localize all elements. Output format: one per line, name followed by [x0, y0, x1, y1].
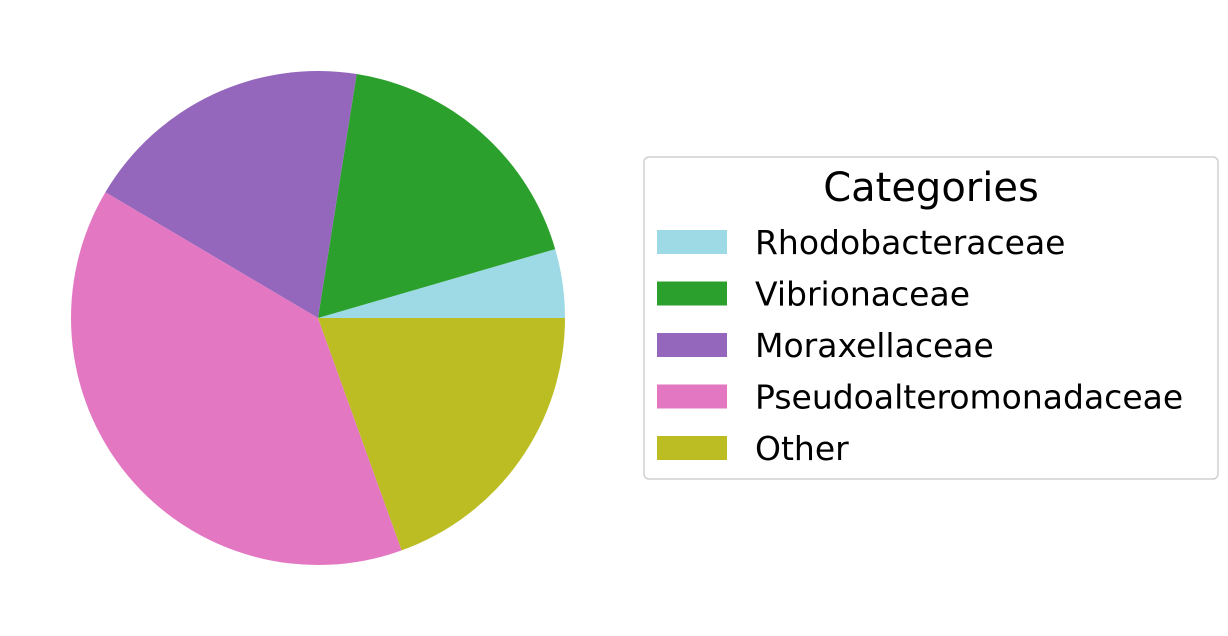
legend-label-vibrionaceae: Vibrionaceae [755, 275, 970, 314]
legend-swatch-vibrionaceae [657, 281, 727, 306]
legend-swatch-rhodobacteraceae [657, 230, 727, 254]
legend-frame [643, 156, 1219, 480]
legend-swatch-other [657, 436, 727, 460]
legend-label-moraxellaceae: Moraxellaceae [755, 326, 994, 365]
pie-slice-moraxellaceae [105, 71, 357, 318]
legend-label-other: Other [755, 429, 849, 468]
legend-title: Categories [823, 165, 1039, 211]
legend-swatch-pseudoalteromonadaceae [657, 384, 727, 409]
pie-slice-rhodobacteraceae [318, 249, 565, 318]
pie-slice-other [318, 318, 565, 551]
legend-items: Rhodobacteraceae Vibrionaceae Moraxellacea… [657, 223, 1183, 468]
legend-label-pseudoalteromonadaceae: Pseudoalteromonadaceae [755, 378, 1183, 417]
legend: Categories Rhodobacteraceae Vibrionaceae M… [643, 156, 1219, 480]
pie-slices [71, 71, 565, 565]
pie-slice-pseudoalteromonadaceae [71, 192, 402, 565]
legend-swatch-moraxellaceae [657, 333, 727, 357]
legend-label-rhodobacteraceae: Rhodobacteraceae [755, 223, 1066, 262]
pie-slice-vibrionaceae [318, 74, 556, 318]
